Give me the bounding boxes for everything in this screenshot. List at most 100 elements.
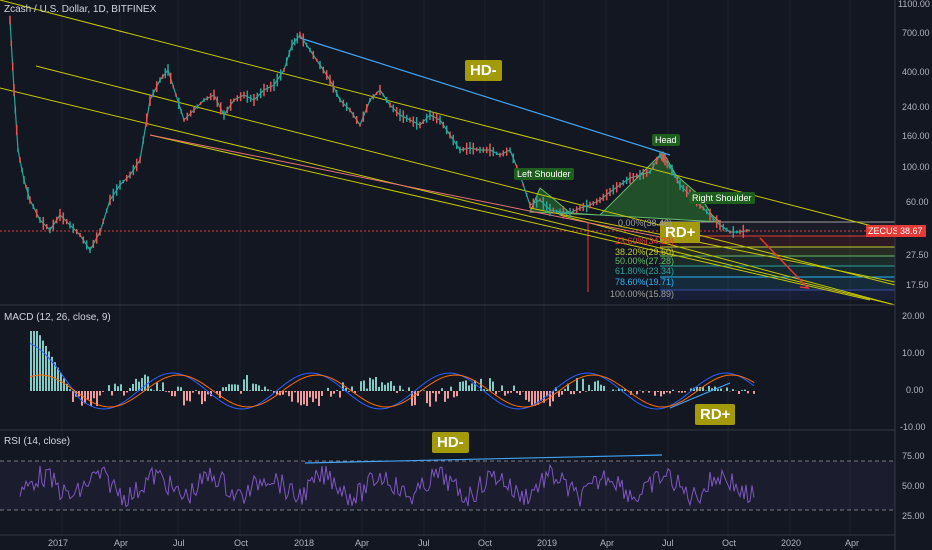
macd-bar — [555, 387, 557, 391]
macd-bar — [594, 381, 596, 391]
macd-bar — [615, 390, 617, 391]
macd-bar — [432, 391, 434, 394]
macd-bar — [621, 389, 623, 391]
macd-bar — [309, 391, 311, 398]
ticker-symbol-badge: ZECUSD — [866, 225, 908, 237]
macd-bar — [396, 391, 398, 393]
macd-bar — [360, 381, 362, 391]
macd-bar — [195, 390, 197, 391]
macd-bar — [447, 391, 449, 399]
signal-line — [29, 374, 755, 408]
macd-bar — [456, 391, 458, 397]
macd-bar — [318, 391, 320, 406]
macd-bar — [225, 387, 227, 391]
macd-bar — [477, 390, 479, 391]
macd-bar — [219, 391, 221, 398]
macd-bar — [393, 385, 395, 391]
macd-bar — [570, 391, 572, 395]
macd-bar — [138, 381, 140, 391]
macd-bar — [207, 391, 209, 395]
time-tick: Apr — [600, 538, 615, 548]
macd-bar — [354, 391, 356, 393]
macd-line — [29, 342, 755, 410]
price-tick: 17.50 — [906, 280, 929, 290]
macd-bar — [345, 387, 347, 391]
macd-bar — [744, 389, 746, 391]
macd-bar — [306, 391, 308, 406]
macd-bar — [246, 375, 248, 391]
macd-bar — [39, 335, 41, 391]
macd-bar — [492, 381, 494, 391]
fib-zone — [660, 236, 895, 247]
macd-bar — [711, 388, 713, 391]
macd-bar — [552, 391, 554, 402]
macd-bar — [234, 384, 236, 391]
macd-bar — [291, 391, 293, 402]
rsi-divergence-label: HD- — [432, 432, 469, 453]
macd-bar — [273, 391, 275, 393]
macd-bar — [696, 386, 698, 391]
trend-line — [35, 65, 896, 286]
macd-bar — [126, 391, 128, 393]
macd-bar — [591, 390, 593, 391]
macd-bar — [48, 351, 50, 391]
trend-line — [559, 214, 896, 306]
rsi-tick: 50.00 — [902, 481, 925, 491]
macd-bar — [429, 391, 431, 407]
macd-bar — [150, 388, 152, 391]
trend-line — [0, 87, 896, 306]
macd-bar — [564, 388, 566, 391]
macd-bar — [498, 391, 500, 392]
macd-bar — [363, 380, 365, 391]
fib-level-label: 23.60%(34.29) — [615, 236, 675, 246]
macd-bar — [336, 390, 338, 391]
macd-bar — [636, 391, 638, 395]
trend-line — [529, 207, 896, 283]
macd-bar — [534, 391, 536, 406]
hidden-divergence-label: HD- — [465, 60, 502, 81]
macd-bar — [387, 382, 389, 391]
macd-bar — [153, 390, 155, 391]
macd-bar — [438, 391, 440, 394]
macd-bar — [510, 391, 512, 393]
macd-bar — [513, 385, 515, 391]
macd-bar — [54, 362, 56, 391]
macd-bar — [657, 391, 659, 393]
time-tick: Oct — [722, 538, 737, 548]
fib-level-label: 78.60%(19.71) — [615, 277, 675, 287]
macd-bar — [717, 389, 719, 391]
fib-level-label: 0.00%(38.48) — [618, 218, 673, 228]
macd-bar — [453, 391, 455, 398]
macd-bar — [180, 387, 182, 391]
fib-level-label: 100.00%(15.89) — [610, 289, 675, 299]
macd-bar — [93, 391, 95, 399]
macd-bar — [474, 380, 476, 391]
macd-bar — [258, 385, 260, 391]
macd-bar — [648, 391, 650, 393]
macd-bar — [51, 356, 53, 391]
macd-bar — [123, 391, 125, 396]
macd-bar — [579, 391, 581, 394]
price-tick: 1100.00 — [898, 0, 930, 9]
macd-bar — [465, 380, 467, 391]
fib-zone — [660, 277, 895, 290]
macd-bar — [288, 391, 290, 397]
pane-separators — [0, 0, 896, 550]
macd-bar — [525, 391, 527, 400]
macd-histogram — [30, 331, 755, 407]
macd-bar — [171, 391, 173, 397]
macd-bar — [222, 387, 224, 391]
macd-bar — [183, 391, 185, 406]
macd-bar — [369, 377, 371, 391]
chart-title: Zcash / U.S. Dollar, 1D, BITFINEX — [4, 4, 157, 15]
macd-bar — [471, 383, 473, 391]
macd-bar — [102, 391, 104, 392]
macd-bar — [726, 387, 728, 391]
macd-bar — [333, 391, 335, 394]
macd-bar — [270, 390, 272, 391]
macd-bar — [30, 331, 32, 391]
macd-bar — [339, 391, 341, 398]
macd-bar — [663, 391, 665, 395]
macd-bar — [84, 391, 86, 404]
